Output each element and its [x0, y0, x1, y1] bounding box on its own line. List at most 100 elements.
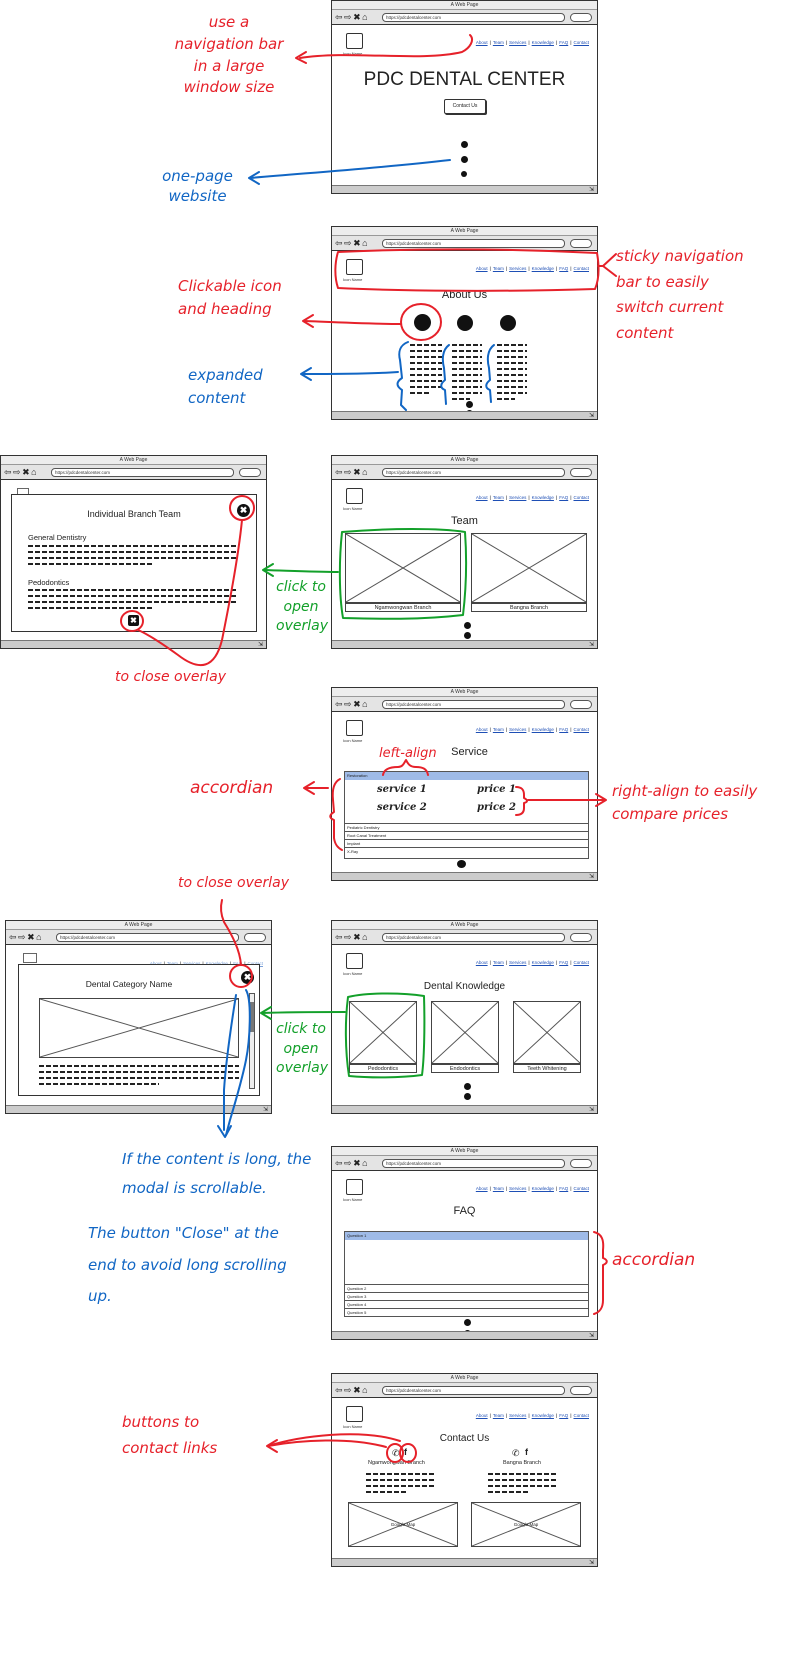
knowledge-card-image[interactable] — [349, 1001, 417, 1064]
nav-contact[interactable]: Contact — [573, 495, 589, 500]
nav-services[interactable]: Services — [509, 960, 527, 965]
accordion-header[interactable]: Implant — [345, 839, 588, 847]
accordion-header[interactable]: Question 2 — [345, 1284, 588, 1292]
nav-knowledge[interactable]: Knowledge — [531, 1186, 554, 1191]
nav-bar[interactable]: About | Team | Services | Knowledge | FAQ | Contac… — [475, 495, 589, 500]
url-bar[interactable]: https://pdcdentalcenter.com — [382, 700, 565, 709]
nav-about[interactable]: About — [475, 727, 488, 732]
facebook-icon[interactable]: f — [404, 1447, 407, 1457]
logo-icon[interactable] — [346, 488, 363, 504]
nav-bar[interactable]: About | Team | Services | Knowledge | FAQ | Contac… — [475, 266, 589, 271]
knowledge-card-caption[interactable]: Pedodontics — [349, 1064, 417, 1073]
nav-knowledge[interactable]: Knowledge — [531, 960, 554, 965]
logo-icon[interactable] — [346, 1406, 363, 1422]
accordion-header[interactable]: Question 5 — [345, 1308, 588, 1316]
nav-knowledge[interactable]: Knowledge — [531, 266, 554, 271]
nav-bar[interactable]: About | Team | Services | Knowledge | FAQ | Contac… — [475, 1186, 589, 1191]
phone-icon[interactable]: ✆ — [512, 1448, 520, 1458]
nav-contact[interactable]: Contact — [573, 727, 589, 732]
browser-nav-icons[interactable]: ⇦ ⇨ ✖ ⌂ — [9, 932, 42, 942]
accordion-header-active[interactable]: Restoration — [345, 772, 588, 780]
browser-nav-icons[interactable]: ⇦ ⇨ ✖ ⌂ — [335, 699, 368, 709]
nav-contact[interactable]: Contact — [573, 1413, 589, 1418]
accordion-header[interactable]: Root Canal Treatment — [345, 831, 588, 839]
team-card-image[interactable] — [471, 533, 587, 603]
url-bar[interactable]: https://pdcdentalcenter.com — [382, 1386, 565, 1395]
nav-faq[interactable]: FAQ — [559, 40, 569, 45]
modal-scrollbar[interactable] — [249, 993, 255, 1089]
nav-team[interactable]: Team — [492, 1413, 504, 1418]
team-card-caption[interactable]: Ngamwongwan Branch — [345, 603, 461, 612]
url-bar[interactable]: https://pdcdentalcenter.com — [382, 239, 565, 248]
browser-nav-icons[interactable]: ⇦ ⇨ ✖ ⌂ — [335, 1385, 368, 1395]
logo-icon[interactable] — [346, 1179, 363, 1195]
url-bar[interactable]: https://pdcdentalcenter.com — [382, 468, 565, 477]
close-icon[interactable]: ✖ — [237, 504, 250, 517]
knowledge-card-image[interactable] — [431, 1001, 499, 1064]
nav-faq[interactable]: FAQ — [559, 1186, 569, 1191]
accordion-header[interactable]: Question 4 — [345, 1300, 588, 1308]
nav-knowledge[interactable]: Knowledge — [531, 495, 554, 500]
about-icon[interactable] — [457, 315, 473, 331]
nav-services[interactable]: Services — [509, 1186, 527, 1191]
accordion-header[interactable]: Question 3 — [345, 1292, 588, 1300]
nav-faq[interactable]: FAQ — [559, 727, 569, 732]
search-field[interactable] — [570, 1386, 592, 1395]
scrollbar-thumb[interactable] — [250, 1002, 254, 1032]
url-bar[interactable]: https://pdcdentalcenter.com — [382, 1159, 565, 1168]
search-field[interactable] — [570, 468, 592, 477]
about-icon[interactable] — [500, 315, 516, 331]
nav-contact[interactable]: Contact — [573, 1186, 589, 1191]
nav-bar[interactable]: About | Team | Services | Knowledge | FAQ | Contac… — [475, 960, 589, 965]
nav-faq[interactable]: FAQ — [559, 266, 569, 271]
nav-services[interactable]: Services — [509, 1413, 527, 1418]
nav-about[interactable]: About — [475, 960, 488, 965]
phone-icon[interactable]: ✆ — [392, 1448, 400, 1458]
logo-icon[interactable] — [346, 953, 363, 969]
nav-team[interactable]: Team — [492, 40, 504, 45]
logo-icon[interactable] — [346, 259, 363, 275]
nav-faq[interactable]: FAQ — [559, 960, 569, 965]
knowledge-card-caption[interactable]: Endodontics — [431, 1064, 499, 1073]
nav-team[interactable]: Team — [492, 495, 504, 500]
browser-nav-icons[interactable]: ⇦ ⇨ ✖ ⌂ — [4, 467, 37, 477]
team-card-caption[interactable]: Bangna Branch — [471, 603, 587, 612]
nav-about[interactable]: About — [475, 495, 488, 500]
accordion-header[interactable]: Pediatric Dentistry — [345, 823, 588, 831]
logo-icon[interactable] — [346, 720, 363, 736]
nav-contact[interactable]: Contact — [573, 266, 589, 271]
logo-icon[interactable] — [346, 33, 363, 49]
nav-bar[interactable]: About | Team | Services | Knowledge | FAQ | Contac… — [475, 1413, 589, 1418]
nav-contact[interactable]: Contact — [573, 960, 589, 965]
nav-team[interactable]: Team — [492, 727, 504, 732]
accordion-header[interactable]: X-Ray — [345, 847, 588, 855]
nav-about[interactable]: About — [475, 40, 488, 45]
about-icon[interactable] — [414, 314, 431, 331]
browser-nav-icons[interactable]: ⇦ ⇨ ✖ ⌂ — [335, 467, 368, 477]
knowledge-card-image[interactable] — [513, 1001, 581, 1064]
search-field[interactable] — [570, 933, 592, 942]
nav-team[interactable]: Team — [492, 1186, 504, 1191]
map-placeholder[interactable]: Google Map — [471, 1502, 581, 1547]
knowledge-card-caption[interactable]: Teeth Whitening — [513, 1064, 581, 1073]
nav-contact[interactable]: Contact — [573, 40, 589, 45]
nav-bar[interactable]: About | Team | Services | Knowledge | FAQ | Contac… — [475, 40, 589, 45]
search-field[interactable] — [239, 468, 261, 477]
accordion-header-active[interactable]: Question 1 — [345, 1232, 588, 1240]
close-icon[interactable]: ✖ — [128, 615, 139, 626]
browser-nav-icons[interactable]: ⇦ ⇨ ✖ ⌂ — [335, 932, 368, 942]
nav-knowledge[interactable]: Knowledge — [531, 40, 554, 45]
nav-knowledge[interactable]: Knowledge — [531, 1413, 554, 1418]
nav-knowledge[interactable]: Knowledge — [531, 727, 554, 732]
search-field[interactable] — [570, 1159, 592, 1168]
url-bar[interactable]: https://pdcdentalcenter.com — [51, 468, 234, 477]
search-field[interactable] — [570, 13, 592, 22]
browser-nav-icons[interactable]: ⇦ ⇨ ✖ ⌂ — [335, 238, 368, 248]
nav-about[interactable]: About — [475, 1186, 488, 1191]
map-placeholder[interactable]: Google Map — [348, 1502, 458, 1547]
nav-faq[interactable]: FAQ — [559, 495, 569, 500]
nav-services[interactable]: Services — [509, 727, 527, 732]
search-field[interactable] — [570, 239, 592, 248]
search-field[interactable] — [570, 700, 592, 709]
browser-nav-icons[interactable]: ⇦ ⇨ ✖ ⌂ — [335, 12, 368, 22]
